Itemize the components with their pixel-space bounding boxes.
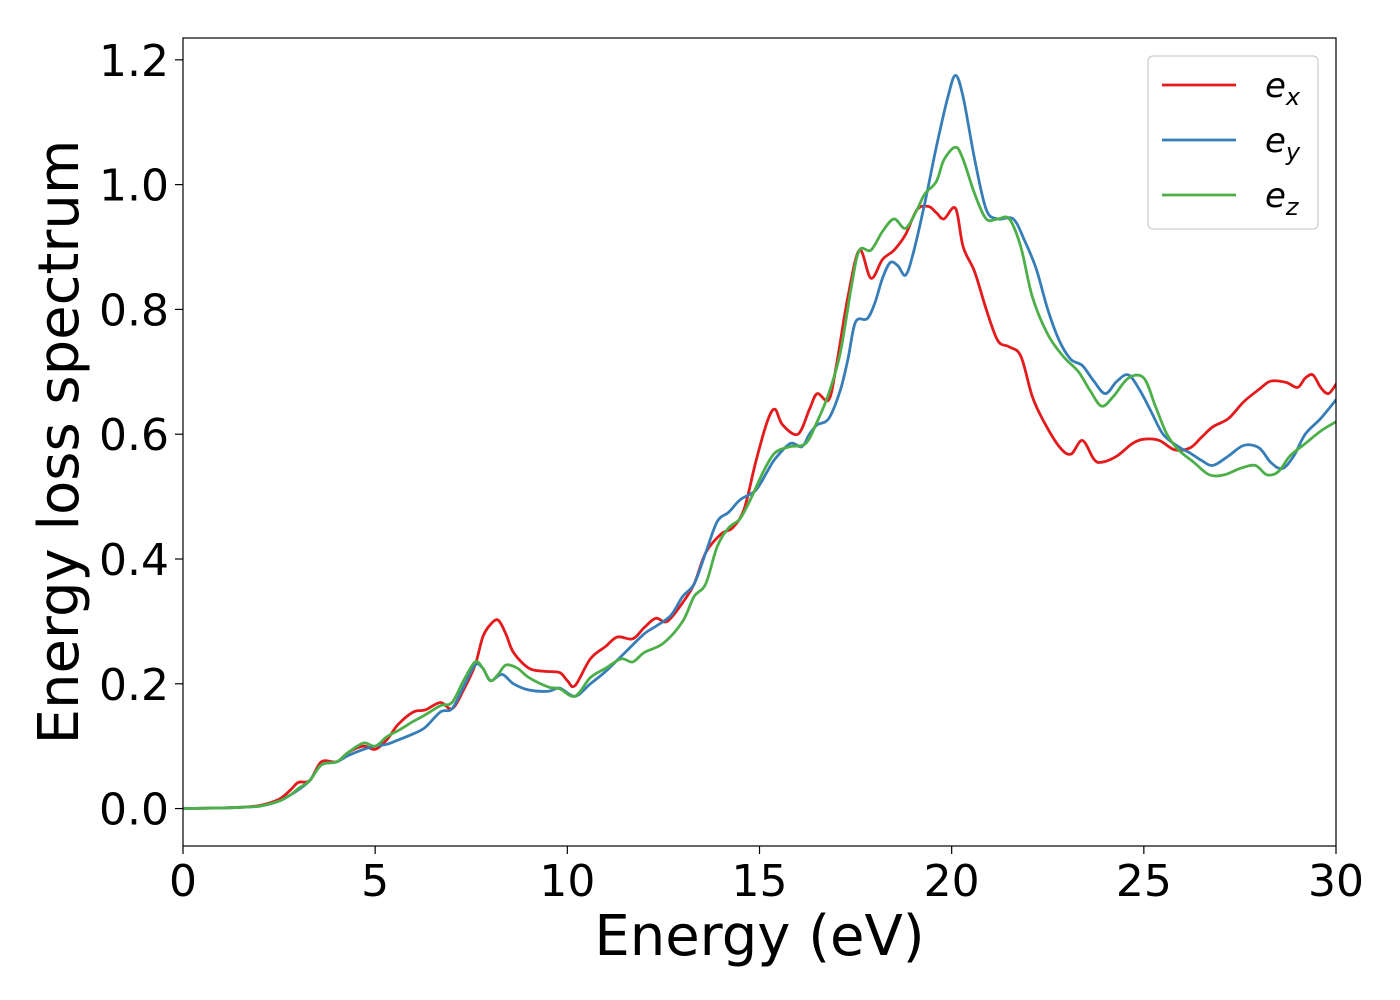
x-tick-label: 10	[539, 856, 595, 907]
y-tick-label: 0.8	[99, 285, 169, 336]
y-tick-label: 1.0	[99, 161, 169, 212]
x-tick-label: 15	[732, 856, 788, 907]
series-line-ez	[183, 145, 1336, 810]
series-line-ex	[183, 204, 1336, 810]
x-tick-label: 20	[924, 856, 980, 907]
y-tick-label: 0.0	[99, 785, 169, 836]
x-tick-label: 25	[1116, 856, 1172, 907]
legend-box	[1147, 55, 1319, 230]
y-tick-label: 1.2	[99, 36, 169, 87]
plot-lines	[183, 74, 1336, 810]
x-axis-ticks: 0 5 10 15 20 25 30	[169, 846, 1364, 907]
x-axis-label: Energy (eV)	[594, 904, 924, 969]
x-tick-label: 0	[169, 856, 197, 907]
y-tick-label: 0.6	[99, 410, 169, 461]
y-axis-label: Energy loss spectrum	[27, 140, 92, 745]
y-tick-label: 0.4	[99, 535, 169, 586]
x-tick-label: 5	[361, 856, 389, 907]
y-axis-ticks: 0.0 0.2 0.4 0.6 0.8 1.0 1.2	[99, 36, 183, 836]
y-tick-label: 0.2	[99, 660, 169, 711]
x-tick-label: 30	[1308, 856, 1364, 907]
